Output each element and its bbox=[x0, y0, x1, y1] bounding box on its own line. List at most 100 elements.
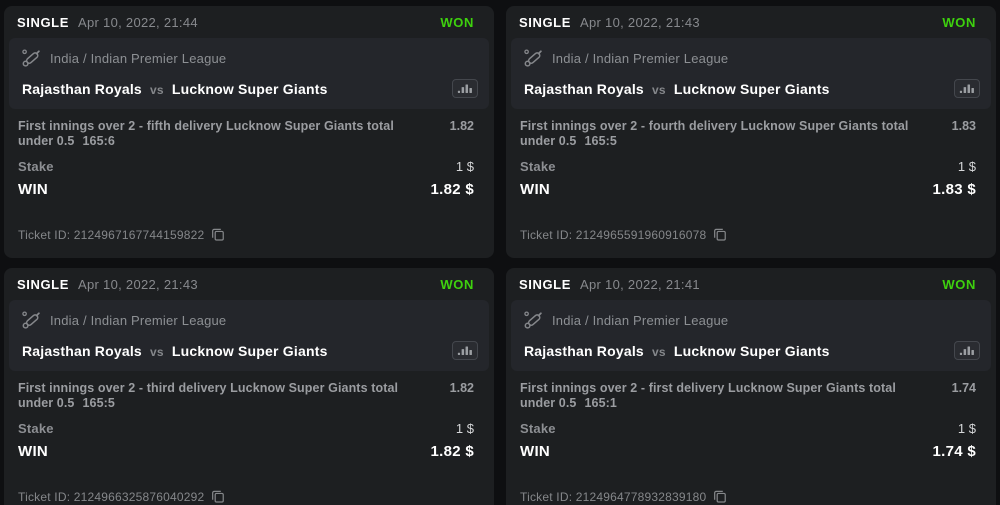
bet-row: First innings over 2 - first delivery Lu… bbox=[520, 381, 976, 412]
cricket-icon bbox=[523, 48, 543, 68]
bet-ticket-card: SINGLE Apr 10, 2022, 21:43 WON India / I… bbox=[506, 6, 996, 258]
win-row: WIN 1.82 $ bbox=[18, 443, 474, 460]
bet-score: 165:6 bbox=[82, 134, 115, 149]
copy-icon[interactable] bbox=[713, 489, 727, 504]
status-badge: WON bbox=[440, 277, 474, 292]
league-label: India / Indian Premier League bbox=[552, 50, 729, 66]
bet-odds: 1.74 bbox=[951, 381, 976, 395]
match-title: Rajasthan Royals vs Lucknow Super Giants bbox=[22, 343, 328, 359]
vs-label: vs bbox=[150, 82, 164, 97]
cricket-icon bbox=[21, 310, 41, 330]
cricket-icon bbox=[523, 310, 543, 330]
win-label: WIN bbox=[520, 442, 551, 460]
bet-odds: 1.83 bbox=[951, 119, 976, 133]
stats-button[interactable] bbox=[954, 79, 980, 98]
card-header: SINGLE Apr 10, 2022, 21:43 WON bbox=[506, 6, 996, 36]
home-team: Rajasthan Royals bbox=[524, 342, 644, 359]
away-team: Lucknow Super Giants bbox=[673, 80, 830, 97]
stats-button[interactable] bbox=[452, 79, 478, 98]
ticket-row: Ticket ID: 2124967167744159822 bbox=[18, 227, 225, 242]
win-label: WIN bbox=[520, 180, 551, 198]
win-label: WIN bbox=[18, 180, 49, 198]
win-row: WIN 1.83 $ bbox=[520, 181, 976, 198]
away-team: Lucknow Super Giants bbox=[171, 80, 328, 97]
bet-market: First innings over 2 - fifth delivery Lu… bbox=[18, 119, 394, 149]
match-title: Rajasthan Royals vs Lucknow Super Giants bbox=[524, 81, 830, 97]
match-panel: India / Indian Premier League Rajasthan … bbox=[511, 300, 991, 371]
stake-value: 1 $ bbox=[957, 158, 976, 174]
win-row: WIN 1.82 $ bbox=[18, 181, 474, 198]
bet-market: First innings over 2 - fourth delivery L… bbox=[520, 119, 909, 149]
match-row: Rajasthan Royals vs Lucknow Super Giants bbox=[523, 79, 981, 98]
stake-row: Stake 1 $ bbox=[18, 421, 474, 436]
stake-value: 1 $ bbox=[455, 158, 474, 174]
ticket-row: Ticket ID: 2124964778932839180 bbox=[520, 489, 727, 504]
ticket-row: Ticket ID: 2124966325876040292 bbox=[18, 489, 225, 504]
bet-type-label: SINGLE bbox=[519, 15, 571, 30]
copy-icon[interactable] bbox=[211, 227, 225, 242]
bet-score: 165:5 bbox=[584, 134, 617, 149]
match-row: Rajasthan Royals vs Lucknow Super Giants bbox=[21, 79, 479, 98]
bet-body: First innings over 2 - fourth delivery L… bbox=[506, 109, 996, 198]
bet-ticket-card: SINGLE Apr 10, 2022, 21:43 WON India / I… bbox=[4, 268, 494, 505]
stats-button[interactable] bbox=[954, 341, 980, 360]
stake-row: Stake 1 $ bbox=[18, 159, 474, 174]
match-panel: India / Indian Premier League Rajasthan … bbox=[9, 38, 489, 109]
match-panel: India / Indian Premier League Rajasthan … bbox=[511, 38, 991, 109]
league-row: India / Indian Premier League bbox=[523, 48, 981, 68]
league-label: India / Indian Premier League bbox=[50, 312, 227, 328]
bet-score: 165:1 bbox=[584, 396, 617, 411]
league-row: India / Indian Premier League bbox=[21, 310, 479, 330]
copy-icon[interactable] bbox=[713, 227, 727, 242]
win-row: WIN 1.74 $ bbox=[520, 443, 976, 460]
stake-label: Stake bbox=[18, 420, 54, 436]
home-team: Rajasthan Royals bbox=[524, 80, 644, 97]
win-value: 1.82 $ bbox=[430, 442, 474, 460]
match-title: Rajasthan Royals vs Lucknow Super Giants bbox=[524, 343, 830, 359]
ticket-id: Ticket ID: 2124966325876040292 bbox=[18, 489, 205, 504]
card-header: SINGLE Apr 10, 2022, 21:41 WON bbox=[506, 268, 996, 298]
bet-row: First innings over 2 - third delivery Lu… bbox=[18, 381, 474, 412]
stake-row: Stake 1 $ bbox=[520, 159, 976, 174]
stats-button[interactable] bbox=[452, 341, 478, 360]
vs-label: vs bbox=[150, 344, 164, 359]
bet-type-label: SINGLE bbox=[519, 277, 571, 292]
away-team: Lucknow Super Giants bbox=[171, 342, 328, 359]
status-badge: WON bbox=[942, 277, 976, 292]
bet-date: Apr 10, 2022, 21:43 bbox=[78, 277, 198, 292]
win-value: 1.74 $ bbox=[932, 442, 976, 460]
status-badge: WON bbox=[440, 15, 474, 30]
status-badge: WON bbox=[942, 15, 976, 30]
match-row: Rajasthan Royals vs Lucknow Super Giants bbox=[21, 341, 479, 360]
bar-chart-icon bbox=[457, 83, 473, 94]
match-panel: India / Indian Premier League Rajasthan … bbox=[9, 300, 489, 371]
league-label: India / Indian Premier League bbox=[552, 312, 729, 328]
stake-row: Stake 1 $ bbox=[520, 421, 976, 436]
away-team: Lucknow Super Giants bbox=[673, 342, 830, 359]
league-row: India / Indian Premier League bbox=[21, 48, 479, 68]
bet-type-label: SINGLE bbox=[17, 15, 69, 30]
bet-score: 165:5 bbox=[82, 396, 115, 411]
bet-body: First innings over 2 - first delivery Lu… bbox=[506, 371, 996, 460]
bet-row: First innings over 2 - fourth delivery L… bbox=[520, 119, 976, 150]
ticket-id: Ticket ID: 2124967167744159822 bbox=[18, 227, 205, 242]
stake-label: Stake bbox=[520, 420, 556, 436]
card-header: SINGLE Apr 10, 2022, 21:43 WON bbox=[4, 268, 494, 298]
copy-icon[interactable] bbox=[211, 489, 225, 504]
ticket-id: Ticket ID: 2124964778932839180 bbox=[520, 489, 707, 504]
bet-body: First innings over 2 - third delivery Lu… bbox=[4, 371, 494, 460]
league-label: India / Indian Premier League bbox=[50, 50, 227, 66]
bet-date: Apr 10, 2022, 21:43 bbox=[580, 15, 700, 30]
bar-chart-icon bbox=[959, 83, 975, 94]
bet-row: First innings over 2 - fifth delivery Lu… bbox=[18, 119, 474, 150]
bet-ticket-card: SINGLE Apr 10, 2022, 21:41 WON India / I… bbox=[506, 268, 996, 505]
bet-ticket-card: SINGLE Apr 10, 2022, 21:44 WON India / I… bbox=[4, 6, 494, 258]
win-value: 1.82 $ bbox=[430, 180, 474, 198]
bar-chart-icon bbox=[457, 345, 473, 356]
win-label: WIN bbox=[18, 442, 49, 460]
ticket-id: Ticket ID: 2124965591960916078 bbox=[520, 227, 707, 242]
bet-market: First innings over 2 - third delivery Lu… bbox=[18, 381, 399, 411]
bar-chart-icon bbox=[959, 345, 975, 356]
cricket-icon bbox=[21, 48, 41, 68]
match-row: Rajasthan Royals vs Lucknow Super Giants bbox=[523, 341, 981, 360]
